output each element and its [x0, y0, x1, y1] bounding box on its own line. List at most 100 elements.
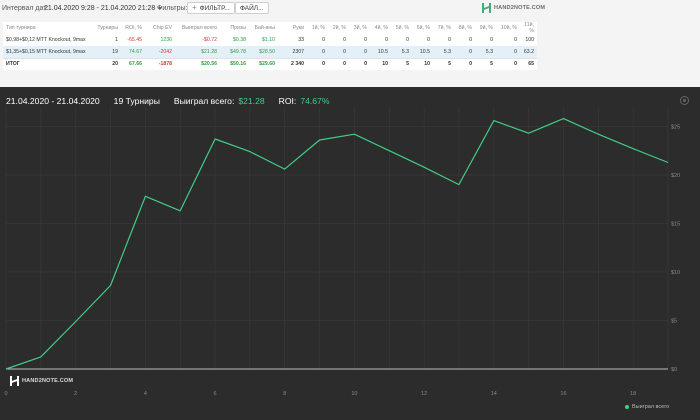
table-cell: 0 [469, 37, 472, 43]
column-header[interactable]: Выиграл всего [181, 25, 217, 31]
profit-chart-panel: $0 $5 $10 $15 $20 $25 0 2 4 6 8 10 12 14 16 18 21.04.20… [0, 87, 700, 420]
table-header-row: Тип турнира Турниры ROI, % Chip EV Выиграл в… [3, 22, 537, 34]
chart-roi-label: ROI: [278, 96, 297, 106]
add-filter-button[interactable]: + ФИЛЬТР... [187, 2, 235, 14]
table-cell: $1,35+$0,15 MTT Knockout, 9max [3, 46, 93, 58]
table-cell: 0 [490, 37, 493, 43]
table-cell: 0 [328, 57, 349, 70]
date-interval-value: 21.04.2020 9:28 - 21.04.2020 21:28 [44, 5, 156, 12]
chart-settings-icon[interactable] [680, 96, 689, 105]
table-cell: 0 [496, 57, 520, 70]
table-cell: 0 [328, 46, 349, 58]
column-header[interactable]: 11й, % [524, 22, 534, 34]
file-button-label: ФАЙЛ... [240, 4, 264, 12]
table-cell: 0 [406, 37, 409, 43]
table-cell: 0 [364, 37, 367, 43]
table-cell: 0 [385, 37, 388, 43]
table-cell: 5.3 [391, 46, 412, 58]
table-cell: 20 [93, 57, 121, 70]
interval-label: Интервал дат: [2, 5, 49, 12]
table-cell: -1878 [145, 57, 175, 70]
column-header[interactable]: Турниры [97, 25, 118, 31]
table-cell: 33 [298, 37, 304, 43]
column-header[interactable]: 1й, % [311, 25, 325, 31]
hand2note-logo-icon [482, 3, 491, 13]
table-cell: -2042 [145, 46, 175, 58]
column-header[interactable]: 8й, % [458, 25, 472, 31]
table-cell: 0 [343, 37, 346, 43]
table-cell: 10.5 [412, 46, 433, 58]
column-header[interactable]: 3й, % [353, 25, 367, 31]
table-cell: $21.28 [175, 46, 220, 58]
column-header[interactable]: Chip EV [152, 25, 172, 31]
plus-icon: + [192, 3, 197, 12]
table-cell: 0 [496, 46, 520, 58]
column-header[interactable]: Призы [230, 25, 246, 31]
x-tick-label: 10 [351, 391, 357, 397]
table-cell: 100 [525, 37, 534, 43]
x-tick-label: 6 [214, 391, 217, 397]
table-cell: 0 [349, 57, 370, 70]
column-header[interactable]: ROI, % [125, 25, 142, 31]
table-cell: $28.50 [249, 46, 278, 58]
table-cell: 0 [349, 46, 370, 58]
chart-won-label: Выиграл всего: [173, 96, 235, 106]
table-cell: 10.5 [370, 46, 391, 58]
add-filter-label: ФИЛЬТР... [199, 4, 230, 12]
date-interval-dropdown[interactable]: 21.04.2020 9:28 - 21.04.2020 21:28 [44, 5, 163, 12]
table-cell: 0 [454, 57, 475, 70]
table-cell: $20.56 [175, 57, 220, 70]
x-tick-label: 18 [630, 391, 636, 397]
table-cell: $0,98+$0,12 MTT Knockout, 9max [6, 37, 86, 43]
x-tick-label: 12 [421, 391, 427, 397]
column-header[interactable]: 4й, % [374, 25, 388, 31]
table-cell: -65.45 [127, 37, 142, 43]
x-tick-label: 4 [144, 391, 147, 397]
table-cell: 63.2 [520, 46, 537, 58]
column-header[interactable]: Бай-ины [254, 25, 275, 31]
table-cell: $0.38 [233, 37, 246, 43]
x-tick-label: 2 [74, 391, 77, 397]
table-cell: 74.67 [121, 46, 145, 58]
y-tick-label: $5 [671, 318, 677, 324]
file-button[interactable]: ФАЙЛ... [235, 2, 269, 14]
column-header[interactable]: 7й, % [437, 25, 451, 31]
table-cell: 19 [93, 46, 121, 58]
table-row[interactable]: $0,98+$0,12 MTT Knockout, 9max 1 -65.45 123… [3, 34, 537, 46]
table-cell: $50.16 [220, 57, 249, 70]
table-cell: ИТОГ [3, 57, 93, 70]
series-line[interactable] [5, 118, 669, 370]
table-cell: 0 [454, 46, 475, 58]
chart-won-value: $21.28 [238, 96, 265, 106]
table-cell: 2307 [278, 46, 307, 58]
hand2note-logo: HAND2NOTE.COM [482, 3, 545, 13]
column-header[interactable]: 5й, % [395, 25, 409, 31]
table-cell: 2 340 [278, 57, 307, 70]
column-header[interactable]: Руки [292, 25, 304, 31]
table-cell: 5.3 [475, 46, 496, 58]
chart-logo-text: HAND2NOTE.COM [22, 378, 74, 384]
hand2note-logo-text: HAND2NOTE.COM [494, 5, 546, 11]
column-header[interactable]: Тип турнира [6, 25, 36, 31]
chart-legend[interactable]: Выиграл всего [625, 404, 669, 410]
chart-date-range: 21.04.2020 - 21.04.2020 [6, 96, 100, 106]
y-tick-label: $20 [671, 173, 680, 179]
y-tick-label: $0 [671, 367, 677, 373]
table-cell: 5 [391, 57, 412, 70]
table-cell: $29.60 [249, 57, 278, 70]
table-row[interactable]: $1,35+$0,15 MTT Knockout, 9max 19 74.67 -20… [3, 46, 537, 58]
column-header[interactable]: 2й, % [332, 25, 346, 31]
y-tick-label: $15 [671, 221, 680, 227]
table-cell: 5 [433, 57, 454, 70]
column-header[interactable]: 9й, % [479, 25, 493, 31]
table-cell: 0 [514, 37, 517, 43]
toolbar: Интервал дат: 21.04.2020 9:28 - 21.04.20… [0, 0, 700, 17]
table-total-row[interactable]: ИТОГ 20 67.66 -1878 $20.56 $50.16 $29.60 2 340 0… [3, 57, 537, 70]
column-header[interactable]: 10й, % [500, 25, 517, 31]
table-cell: 67.66 [121, 57, 145, 70]
table-cell: 0 [307, 46, 328, 58]
column-header[interactable]: 6й, % [416, 25, 430, 31]
chevron-down-icon [158, 7, 163, 10]
tournament-stats-table: Тип турнира Турниры ROI, % Chip EV Выиграл в… [3, 22, 537, 70]
